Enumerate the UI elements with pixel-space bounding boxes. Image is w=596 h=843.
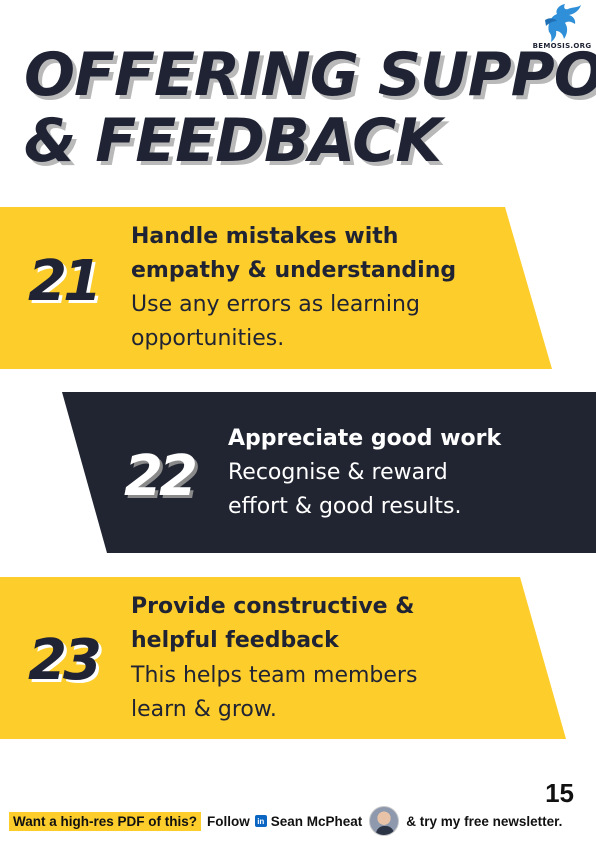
logo: BEMOSIS.ORG (532, 2, 592, 54)
newsletter-link[interactable]: & try my free newsletter. (406, 813, 563, 829)
pdf-cta-link[interactable]: Want a high-res PDF of this? (9, 811, 201, 831)
tip-title: Handle mistakes with empathy & understan… (131, 220, 456, 288)
avatar (369, 806, 400, 836)
logo-text: BEMOSIS.ORG (532, 42, 592, 50)
tip-number: 22 (124, 444, 198, 509)
tip-title-line: Appreciate good work (228, 426, 502, 451)
tip-title-line: Provide constructive & (131, 594, 415, 619)
tip-body-line: Use any errors as learning (131, 292, 420, 317)
tip-body-line: effort & good results. (228, 494, 462, 519)
tip-title-line: empathy & understanding (131, 258, 457, 283)
author-name-link[interactable]: Sean McPheat (270, 813, 363, 829)
tip-body: This helps team members learn & grow. (131, 659, 417, 727)
tip-body-line: learn & grow. (131, 697, 277, 722)
tip-title-line: Handle mistakes with (131, 224, 399, 249)
linkedin-icon[interactable]: in (254, 815, 267, 827)
tip-number: 23 (28, 628, 102, 693)
follow-label: Follow (207, 813, 250, 829)
tip-title-line: helpful feedback (131, 628, 339, 653)
footer: Want a high-res PDF of this? Follow in S… (9, 805, 594, 837)
tip-band-21 (0, 207, 552, 369)
tip-body: Use any errors as learning opportunities… (131, 288, 420, 356)
title-line-1: OFFERING SUPPORT (24, 40, 596, 110)
title-line-2: & FEEDBACK (24, 106, 442, 176)
tip-body-line: This helps team members (131, 663, 418, 688)
tip-band-22 (62, 392, 596, 553)
tip-body: Recognise & reward effort & good results… (228, 456, 462, 524)
pegasus-icon (545, 4, 581, 42)
tip-title: Provide constructive & helpful feedback (131, 590, 414, 658)
tip-number: 21 (28, 249, 102, 314)
tip-band-23 (0, 577, 566, 739)
page-title: OFFERING SUPPORT & FEEDBACK (24, 42, 596, 174)
page-number: 15 (545, 778, 574, 808)
tip-title: Appreciate good work (228, 422, 501, 456)
tip-body-line: opportunities. (131, 326, 285, 351)
tip-body-line: Recognise & reward (228, 460, 448, 485)
